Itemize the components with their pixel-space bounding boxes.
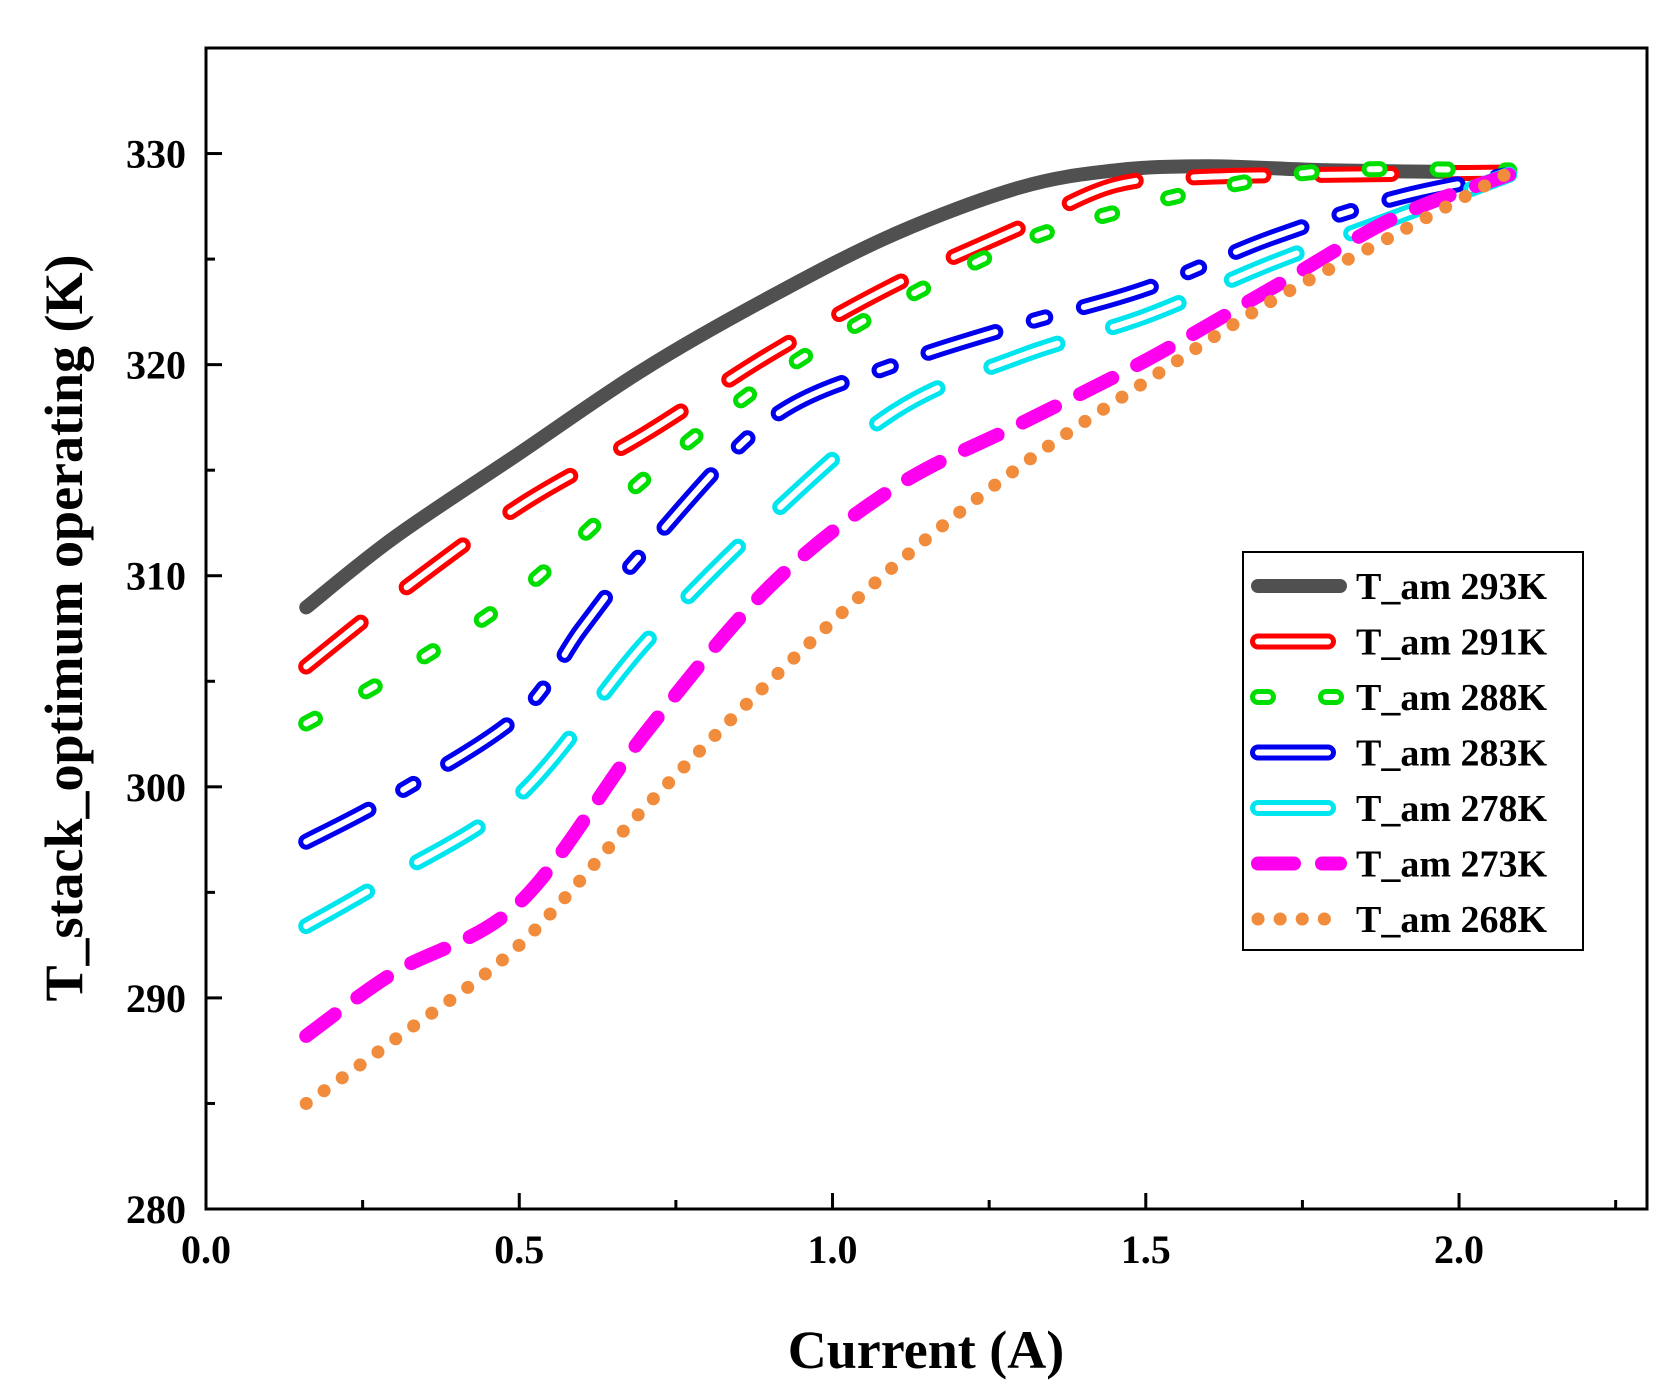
y-tick-label: 290 [126,976,186,1021]
series-5-point [894,486,896,488]
series-4 [298,166,1518,935]
legend-item: T_am 278K [1250,788,1548,830]
x-tick-label: 0.5 [494,1227,544,1272]
series-2-point [894,302,896,304]
legend-items: T_am 293K T_am 291K T_am 288K T_am 283K T_am… [1250,566,1548,941]
legend-label: T_am 291K [1356,622,1548,664]
series-3-point [518,714,520,716]
x-tick-label: 0.0 [181,1227,231,1272]
y-tick-label: 300 [126,765,186,810]
x-tick-label: 2.0 [1434,1227,1484,1272]
series-3-point [1019,324,1021,326]
legend-label: T_am 268K [1356,899,1548,941]
series-2-point [393,674,395,676]
series-3-point [644,549,646,551]
series-6-line [299,166,1516,1110]
series-5 [299,167,1517,1043]
series-2-point [1019,241,1021,243]
series-6-point [1395,233,1397,235]
series-0-line [299,159,1517,615]
series-3 [298,166,1518,850]
legend-item: T_am 268K [1251,899,1548,941]
series-6-point [769,680,771,682]
series-3-inner [303,171,1513,845]
series-6 [299,166,1516,1110]
series-2-point [769,378,771,380]
x-tick-label: 1.5 [1121,1227,1171,1272]
series-4-inner [303,171,1513,930]
legend-item: T_am 283K [1250,733,1548,775]
y-tick-label: 320 [126,343,186,388]
series-2-point [518,592,520,594]
series-3-point [393,794,395,796]
y-tick-label: 280 [126,1187,186,1232]
series-2-inner [303,166,1513,727]
y-axis-title: T_stack_optimum operating (K) [34,255,94,1002]
legend-label: T_am 293K [1356,566,1548,608]
plot-frame [204,46,1649,1211]
legend-label: T_am 283K [1356,733,1548,775]
legend-item: T_am 291K [1250,622,1548,664]
legend: T_am 293K T_am 291K T_am 288K T_am 283K T_am… [1242,551,1584,951]
series-2-point [1207,188,1209,190]
series-lines [298,159,1518,1110]
legend-label: T_am 288K [1356,677,1548,719]
x-axis-title: Current (A) [788,1320,1064,1380]
series-4-point [769,516,771,518]
series-5-point [393,972,395,974]
y-tick-label: 330 [126,132,186,177]
series-6-point [644,807,646,809]
axis-ticks: 0.0 0.5 1.0 1.5 2.0 280 290 300 310 320 330 [126,132,1618,1272]
legend-item: T_am 273K [1251,844,1548,886]
series-6-point [1019,465,1021,467]
x-tick-label: 1.0 [808,1227,858,1272]
series-2 [298,161,1518,732]
y-tick-label: 310 [126,554,186,599]
series-3-point [769,419,771,421]
series-1-point [393,596,395,598]
series-0 [299,159,1517,615]
series-1 [298,164,1518,675]
series-4-point [393,874,395,876]
legend-label: T_am 278K [1356,788,1548,830]
legend-label: T_am 273K [1356,844,1548,886]
legend-item: T_am 288K [1250,677,1548,719]
series-1-inner [303,169,1513,670]
series-5-line [299,167,1517,1043]
legend-item: T_am 293K [1251,566,1548,608]
